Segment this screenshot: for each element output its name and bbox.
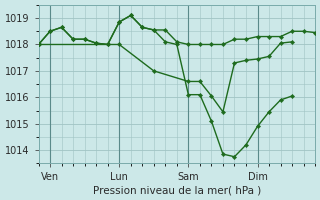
X-axis label: Pression niveau de la mer( hPa ): Pression niveau de la mer( hPa ) <box>93 185 261 195</box>
